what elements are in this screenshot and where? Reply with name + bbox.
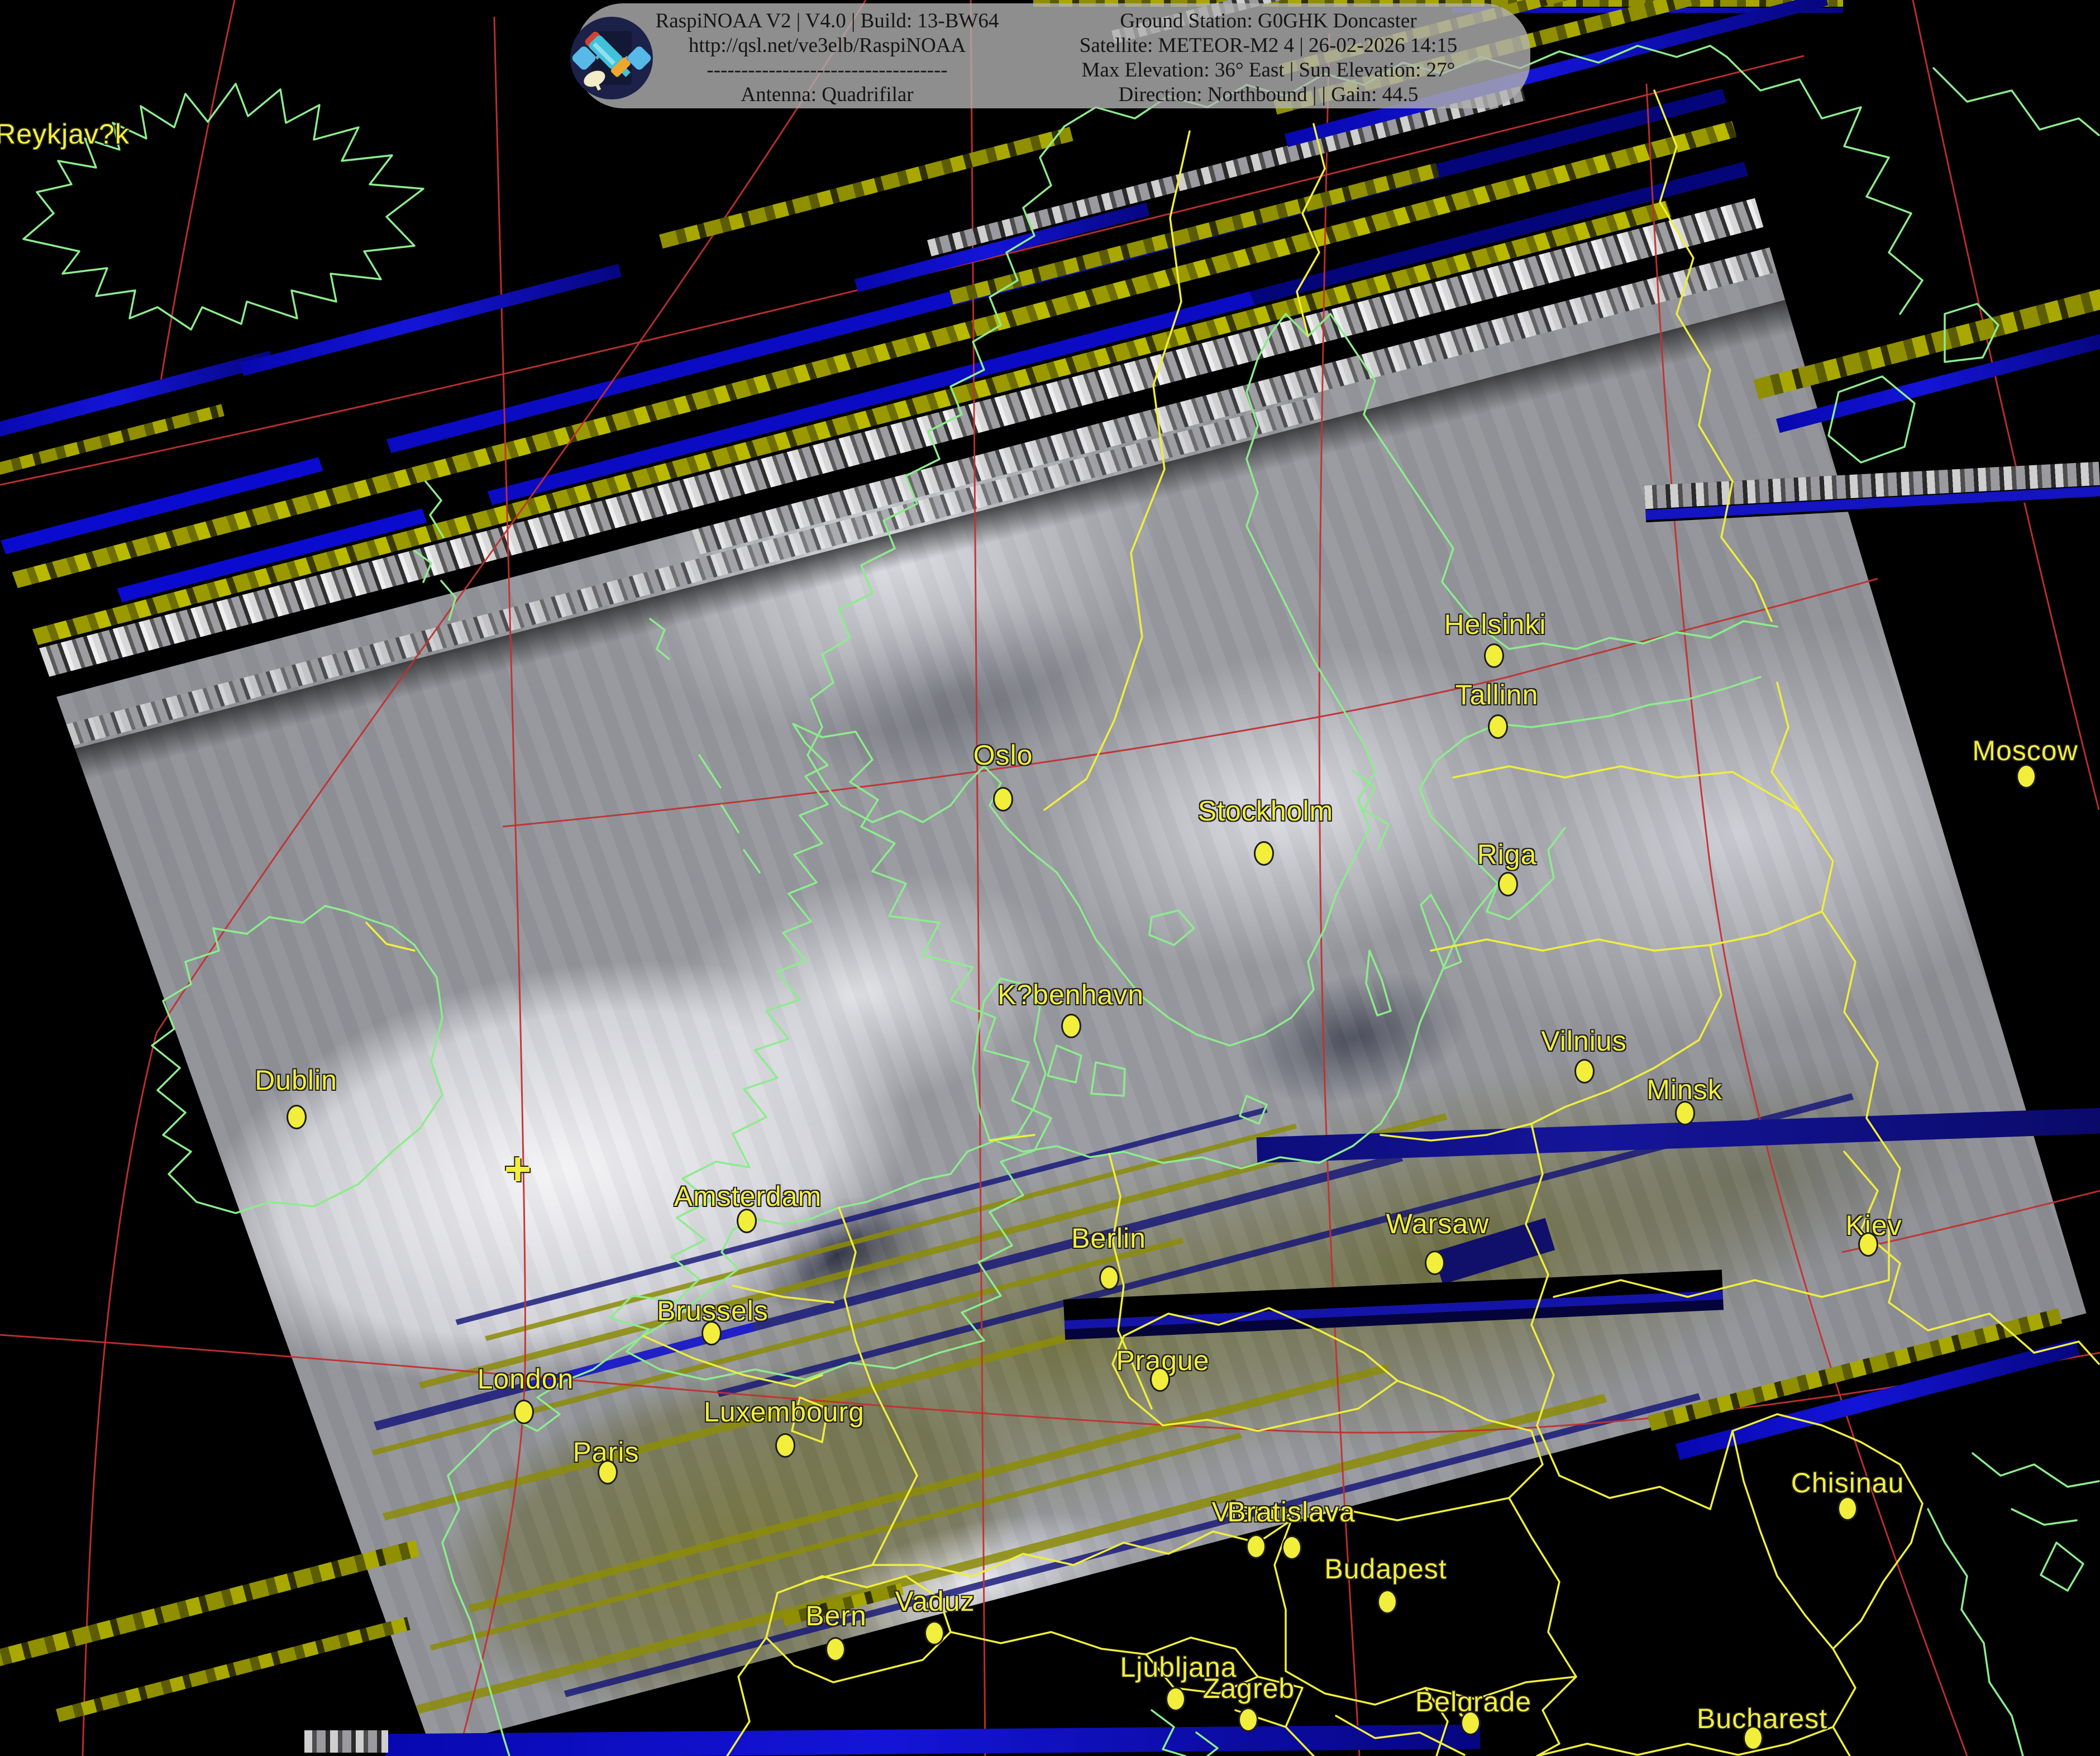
city-label-helsinki: Helsinki bbox=[1444, 609, 1547, 640]
city-dot-helsinki bbox=[1484, 643, 1504, 668]
city-dot-kbenhavn bbox=[1061, 1014, 1081, 1038]
city-dot-dublin bbox=[287, 1105, 307, 1129]
city-dot-riga bbox=[1498, 872, 1518, 896]
city-label-chisinau: Chisinau bbox=[1791, 1467, 1905, 1499]
city-dot-tallinn bbox=[1488, 714, 1508, 739]
city-label-warsaw: Warsaw bbox=[1386, 1208, 1490, 1239]
header-direction-gain: Direction: Northbound | | Gain: 44.5 bbox=[1118, 83, 1419, 106]
city-label-bratislava: Bratislava bbox=[1227, 1496, 1356, 1528]
ground-station-marker: + bbox=[504, 1142, 532, 1195]
city-label-ljubljana: Ljubljana bbox=[1120, 1652, 1237, 1683]
city-label-tallinn: Tallinn bbox=[1455, 679, 1539, 710]
coastline-layer bbox=[22, 45, 2100, 1756]
city-dot-vilnius bbox=[1574, 1059, 1595, 1084]
city-dot-vaduz bbox=[924, 1621, 944, 1645]
city-label-moscow: Moscow bbox=[1972, 735, 2078, 766]
city-label-bucharest: Bucharest bbox=[1696, 1703, 1828, 1734]
header-box: RaspiNOAA V2 | V4.0 | Build: 13-BW64 htt… bbox=[570, 3, 1530, 108]
header-url: http://qsl.net/ve3elb/RaspiNOAA bbox=[688, 34, 966, 57]
city-dot-moscow bbox=[2016, 764, 2036, 789]
header-left-column: RaspiNOAA V2 | V4.0 | Build: 13-BW64 htt… bbox=[637, 9, 1017, 107]
city-label-oslo: Oslo bbox=[973, 739, 1033, 771]
city-label-budapest: Budapest bbox=[1324, 1553, 1447, 1585]
header-build: RaspiNOAA V2 | V4.0 | Build: 13-BW64 bbox=[655, 9, 999, 32]
city-dot-luxembourg bbox=[775, 1433, 795, 1458]
city-dot-amsterdam bbox=[737, 1209, 757, 1233]
city-dot-london bbox=[514, 1400, 534, 1424]
raspinoaa-logo bbox=[570, 17, 653, 99]
satellite-icon bbox=[572, 31, 651, 77]
city-dot-chisinau bbox=[1837, 1496, 1858, 1521]
city-label-kbenhavn: K?benhavn bbox=[997, 979, 1144, 1010]
city-label-stockholm: Stockholm bbox=[1197, 795, 1334, 827]
city-label-riga: Riga bbox=[1477, 839, 1537, 870]
noise-strip bbox=[304, 1730, 388, 1753]
header-ground-station: Ground Station: G0GHK Doncaster bbox=[1120, 9, 1417, 32]
city-dot-belgrade bbox=[1461, 1711, 1481, 1735]
header-satellite: Satellite: METEOR-M2 4 | 26-02-2026 14:1… bbox=[1079, 34, 1458, 57]
city-label-london: London bbox=[477, 1363, 574, 1395]
city-dot-brussels bbox=[701, 1321, 722, 1345]
city-label-vaduz: Vaduz bbox=[895, 1586, 975, 1617]
header-right-column: Ground Station: G0GHK Doncaster Satellit… bbox=[1017, 9, 1520, 107]
city-label-bern: Bern bbox=[805, 1600, 867, 1631]
header-antenna: Antenna: Quadrifilar bbox=[741, 83, 914, 106]
city-label-vilnius: Vilnius bbox=[1541, 1025, 1627, 1057]
header-elevation: Max Elevation: 36° East | Sun Elevation:… bbox=[1081, 59, 1455, 82]
header-divider: ----------------------------------- bbox=[707, 59, 948, 82]
city-label-amsterdam: Amsterdam bbox=[674, 1181, 822, 1212]
city-dot-berlin bbox=[1099, 1266, 1119, 1290]
city-dot-budapest bbox=[1377, 1590, 1397, 1614]
city-dot-vienna bbox=[1246, 1534, 1266, 1559]
city-dot-bucharest bbox=[1743, 1726, 1763, 1750]
city-label-berlin: Berlin bbox=[1071, 1223, 1146, 1254]
city-label-minsk: Minsk bbox=[1646, 1074, 1722, 1105]
city-dot-ljubljana bbox=[1166, 1687, 1186, 1711]
city-dot-stockholm bbox=[1254, 841, 1274, 866]
city-dot-zagreb bbox=[1238, 1707, 1258, 1732]
dish-icon bbox=[584, 70, 605, 91]
city-dot-paris bbox=[598, 1460, 618, 1485]
city-dot-bern bbox=[825, 1637, 846, 1662]
city-label-luxembourg: Luxembourg bbox=[704, 1396, 865, 1428]
city-dot-bratislava bbox=[1282, 1535, 1302, 1560]
city-dot-prague bbox=[1150, 1367, 1170, 1392]
city-dot-minsk bbox=[1675, 1101, 1695, 1125]
city-dot-oslo bbox=[993, 787, 1013, 812]
city-label-zagreb: Zagreb bbox=[1202, 1673, 1295, 1704]
city-dot-kiev bbox=[1858, 1232, 1878, 1257]
city-label-reykjavk: Reykjav?k bbox=[0, 118, 130, 150]
city-label-dublin: Dublin bbox=[255, 1065, 337, 1096]
city-label-vienna: Vienna bbox=[1211, 1496, 1302, 1528]
city-dot-warsaw bbox=[1425, 1251, 1445, 1275]
